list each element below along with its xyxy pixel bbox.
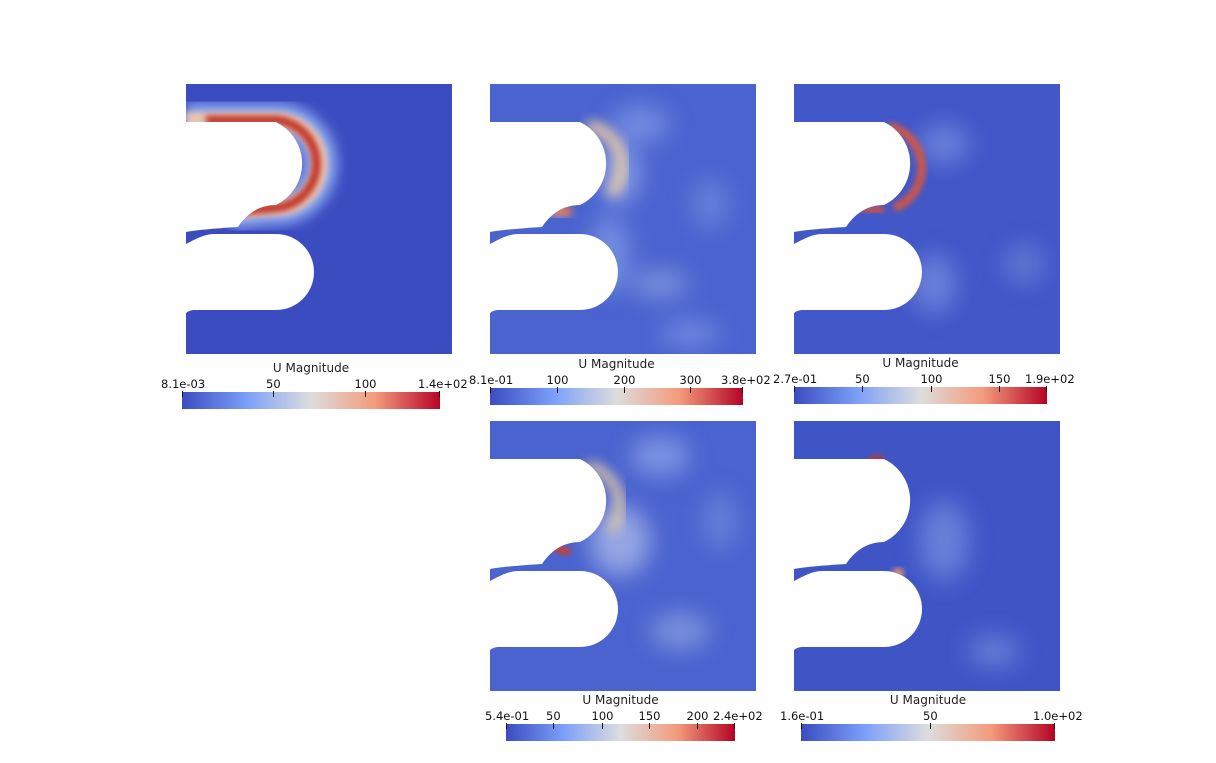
colorbar-max-label: 1.9e+02 <box>1025 372 1075 386</box>
colorbar-title: U Magnitude <box>889 693 967 707</box>
colorbar-legend: U Magnitude 2.7e-01 1.9e+02 50 100 150 <box>773 356 1075 426</box>
colorbar-tick <box>365 391 366 397</box>
colorbar-tick <box>742 387 743 393</box>
colorbar-max-label: 1.4e+02 <box>418 377 468 391</box>
colorbar-tick <box>624 387 625 393</box>
colorbar-tick <box>734 723 735 729</box>
colorbar-min-label: 8.1e-01 <box>469 373 514 387</box>
colorbar-tick <box>602 723 603 729</box>
velocity-field-plot <box>490 84 756 354</box>
colorbar-tick <box>273 391 274 397</box>
colorbar-gradient <box>794 387 1047 404</box>
colorbar-tick <box>557 387 558 393</box>
colorbar-gradient <box>490 388 743 405</box>
colorbar-title: U Magnitude <box>272 361 350 375</box>
colorbar-max-label: 1.0e+02 <box>1033 709 1083 723</box>
colorbar-legend: U Magnitude 1.6e-01 1.0e+02 50 <box>780 693 1083 763</box>
colorbar-tick <box>794 386 795 392</box>
colorbar-tick <box>931 386 932 392</box>
colorbar-max-label: 3.8e+02 <box>721 373 771 387</box>
velocity-field-plot <box>490 421 756 691</box>
colorbar-tick <box>490 387 491 393</box>
colorbar-tick-label: 50 <box>266 377 281 391</box>
colorbar-tick-label: 150 <box>988 372 1011 386</box>
colorbar-tick <box>182 391 183 397</box>
colorbar-tick <box>1046 386 1047 392</box>
colorbar-min-label: 8.1e-03 <box>161 377 206 391</box>
colorbar-gradient <box>801 724 1055 741</box>
colorbar-tick-label: 50 <box>855 372 870 386</box>
colorbar-title: U Magnitude <box>882 356 959 370</box>
colorbar-gradient <box>182 392 440 409</box>
colorbar-gradient <box>506 724 735 741</box>
colorbar-tick <box>649 723 650 729</box>
colorbar-legend: U Magnitude 5.4e-01 2.4e+02 50 100 150 200 <box>481 693 763 763</box>
colorbar-legend: U Magnitude 8.1e-03 1.4e+02 50 100 <box>161 361 468 431</box>
colorbar-tick-label: 50 <box>546 709 561 723</box>
colorbar-tick <box>690 387 691 393</box>
colorbar-title: U Magnitude <box>578 357 655 371</box>
velocity-field-plot <box>794 421 1060 691</box>
colorbar-min-label: 5.4e-01 <box>485 709 530 723</box>
colorbar-tick-label: 300 <box>679 373 702 387</box>
colorbar-tick-label: 150 <box>638 709 661 723</box>
colorbar-tick <box>553 723 554 729</box>
colorbar-tick-label: 200 <box>686 709 709 723</box>
colorbar-tick <box>697 723 698 729</box>
colorbar-tick <box>862 386 863 392</box>
colorbar-max-label: 2.4e+02 <box>713 709 763 723</box>
colorbar-tick <box>930 723 931 729</box>
colorbar-tick-label: 100 <box>920 372 943 386</box>
colorbar-tick-label: 50 <box>923 709 938 723</box>
colorbar-tick-label: 100 <box>546 373 569 387</box>
velocity-field-plot <box>186 84 452 354</box>
colorbar-tick <box>439 391 440 397</box>
colorbar-tick <box>1054 723 1055 729</box>
colorbar-min-label: 2.7e-01 <box>773 372 818 386</box>
colorbar-tick-label: 100 <box>591 709 614 723</box>
colorbar-tick-label: 100 <box>354 377 377 391</box>
colorbar-tick <box>999 386 1000 392</box>
colorbar-tick <box>801 723 802 729</box>
velocity-field-plot <box>794 84 1060 354</box>
colorbar-legend: U Magnitude 8.1e-01 3.8e+02 100 200 300 <box>469 357 771 427</box>
colorbar-tick-label: 200 <box>613 373 636 387</box>
colorbar-title: U Magnitude <box>582 693 659 707</box>
colorbar-min-label: 1.6e-01 <box>780 709 825 723</box>
colorbar-tick <box>506 723 507 729</box>
